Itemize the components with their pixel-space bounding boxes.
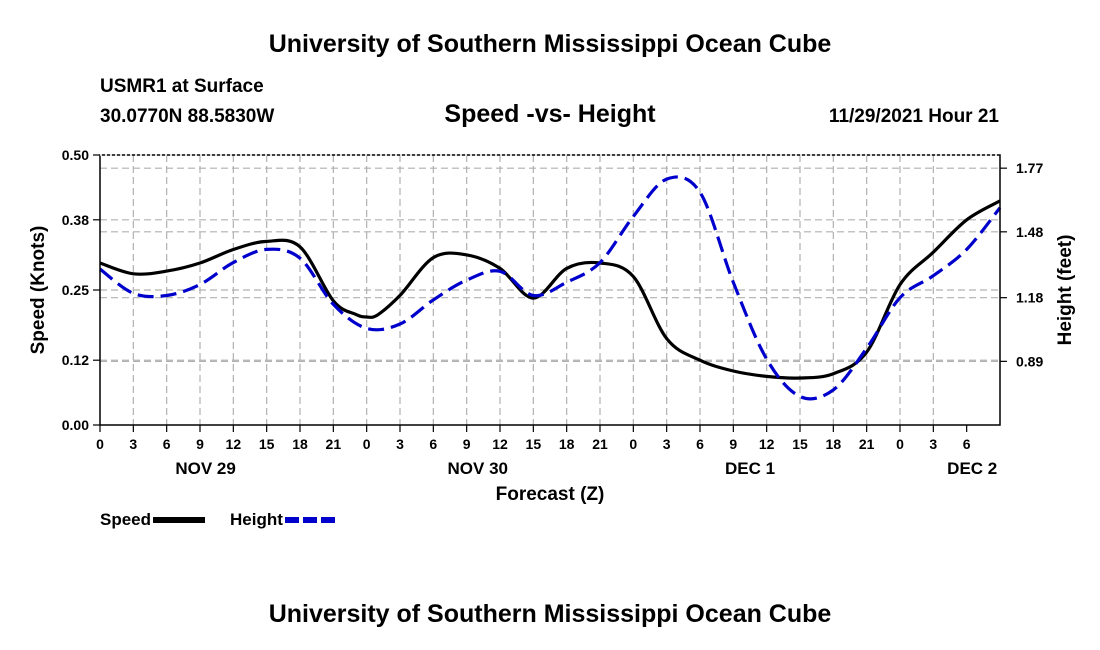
main-title: University of Southern Mississippi Ocean… bbox=[268, 30, 832, 58]
x-tick-label: 6 bbox=[696, 436, 704, 452]
x-tick-label: 9 bbox=[196, 436, 204, 452]
x-tick-label: 18 bbox=[559, 436, 575, 452]
x-tick-label: 15 bbox=[259, 436, 275, 452]
x-tick-label: 0 bbox=[363, 436, 371, 452]
x-tick-label: 12 bbox=[759, 436, 775, 452]
x-tick-label: 0 bbox=[896, 436, 904, 452]
x-tick-label: 18 bbox=[292, 436, 308, 452]
footer-title: University of Southern Mississippi Ocean… bbox=[268, 600, 832, 628]
series-line-height bbox=[99, 175, 1002, 401]
legend-speed: Speed bbox=[100, 508, 206, 532]
x-tick-label: 21 bbox=[326, 436, 342, 452]
x-tick-label: 9 bbox=[729, 436, 737, 452]
y-left-tick-label: 0.25 bbox=[62, 282, 89, 298]
y-right-tick-label: 1.18 bbox=[1016, 290, 1043, 306]
x-tick-label: 3 bbox=[129, 436, 137, 452]
x-date-label: DEC 1 bbox=[725, 459, 775, 478]
y-right-tick-label: 0.89 bbox=[1016, 353, 1043, 369]
forecast-datetime: 11/29/2021 Hour 21 bbox=[828, 106, 999, 127]
y-axis-right-label: Height (feet) bbox=[1055, 235, 1076, 346]
x-tick-label: 3 bbox=[663, 436, 671, 452]
x-tick-label: 18 bbox=[826, 436, 842, 452]
legend-height: Height bbox=[230, 508, 337, 532]
x-tick-label: 21 bbox=[859, 436, 875, 452]
legend-height-swatch bbox=[284, 517, 337, 523]
x-tick-label: 3 bbox=[396, 436, 404, 452]
y-left-tick-label: 0.12 bbox=[62, 352, 89, 368]
axis-ticks: 0 3 6 9 12 15 18 21 0 3 6 9 12 15 18 21 0 3 6 9 12 15 18 21 0 3 6N… bbox=[62, 147, 1044, 478]
x-date-label: NOV 29 bbox=[175, 459, 235, 478]
grid-lines bbox=[100, 155, 1000, 425]
x-tick-label: 21 bbox=[592, 436, 608, 452]
y-left-tick-label: 0.38 bbox=[62, 212, 89, 228]
x-axis-label: Forecast (Z) bbox=[496, 484, 605, 505]
x-tick-label: 6 bbox=[429, 436, 437, 452]
legend-height-label: Height bbox=[230, 510, 283, 529]
x-tick-label: 12 bbox=[492, 436, 508, 452]
x-date-label: DEC 2 bbox=[947, 459, 997, 478]
x-tick-label: 0 bbox=[629, 436, 637, 452]
y-axis-left-label: Speed (Knots) bbox=[28, 226, 49, 355]
y-right-tick-label: 1.48 bbox=[1016, 224, 1043, 240]
station-coordinates: 30.0770N 88.5830W bbox=[100, 106, 275, 127]
legend-speed-label: Speed bbox=[100, 510, 152, 529]
x-tick-label: 12 bbox=[226, 436, 242, 452]
x-tick-label: 15 bbox=[526, 436, 542, 452]
x-tick-label: 9 bbox=[463, 436, 471, 452]
x-tick-label: 15 bbox=[792, 436, 808, 452]
x-tick-label: 3 bbox=[929, 436, 937, 452]
series-line-speed bbox=[99, 199, 1001, 380]
x-tick-label: 0 bbox=[96, 436, 104, 452]
legend-speed-swatch bbox=[153, 517, 206, 523]
x-tick-label: 6 bbox=[963, 436, 971, 452]
y-right-tick-label: 1.77 bbox=[1016, 160, 1043, 176]
x-date-label: NOV 30 bbox=[448, 459, 508, 478]
chart-subtitle: Speed -vs- Height bbox=[444, 100, 656, 128]
station-name: USMR1 at Surface bbox=[100, 76, 264, 97]
y-left-tick-label: 0.00 bbox=[62, 417, 89, 433]
y-left-tick-label: 0.50 bbox=[62, 147, 89, 163]
x-tick-label: 6 bbox=[163, 436, 171, 452]
series-lines bbox=[99, 175, 1002, 401]
